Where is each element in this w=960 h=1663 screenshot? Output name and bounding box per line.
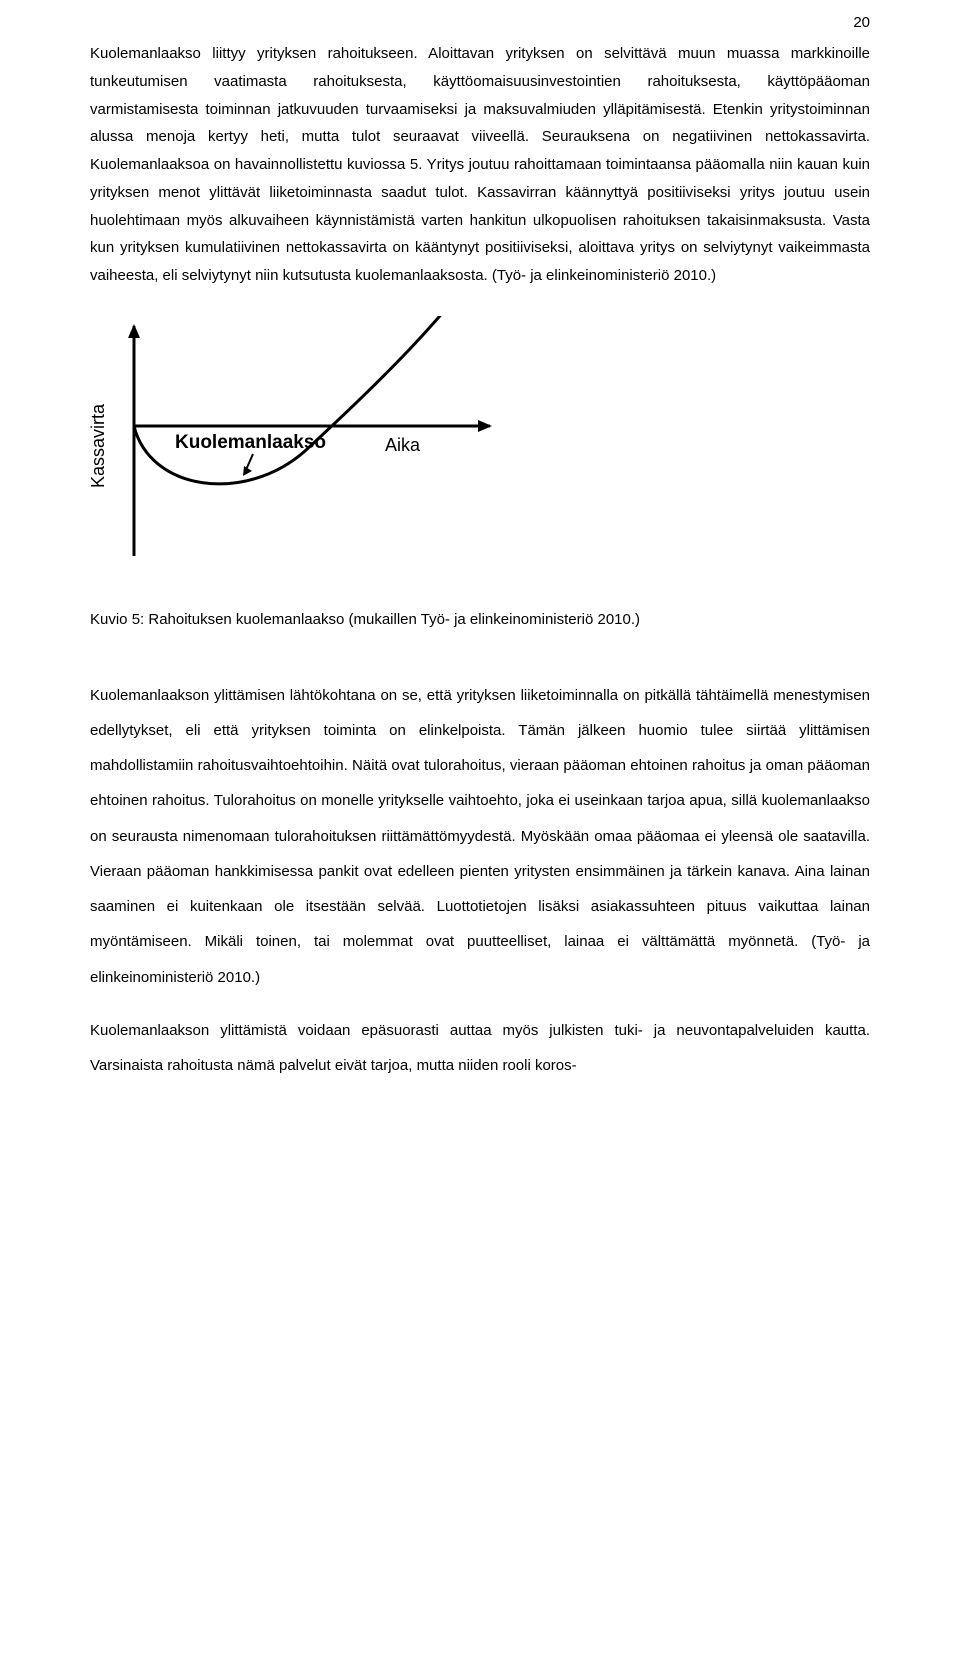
paragraph-1: Kuolemanlaakso liittyy yrityksen rahoitu… (90, 40, 870, 290)
paragraph-3: Kuolemanlaakson ylittämistä voidaan epäs… (90, 1013, 870, 1084)
svg-text:Kuolemanlaakso: Kuolemanlaakso (175, 432, 326, 453)
chart-kuolemanlaakso: Kassavirta Kuolemanlaakso Aika (80, 316, 870, 576)
paragraph-2: Kuolemanlaakson ylittämisen lähtökohtana… (90, 678, 870, 995)
page-number: 20 (853, 14, 870, 31)
svg-text:Aika: Aika (385, 435, 421, 455)
figure-caption: Kuvio 5: Rahoituksen kuolemanlaakso (muk… (90, 606, 870, 634)
svg-text:Kassavirta: Kassavirta (88, 403, 108, 488)
